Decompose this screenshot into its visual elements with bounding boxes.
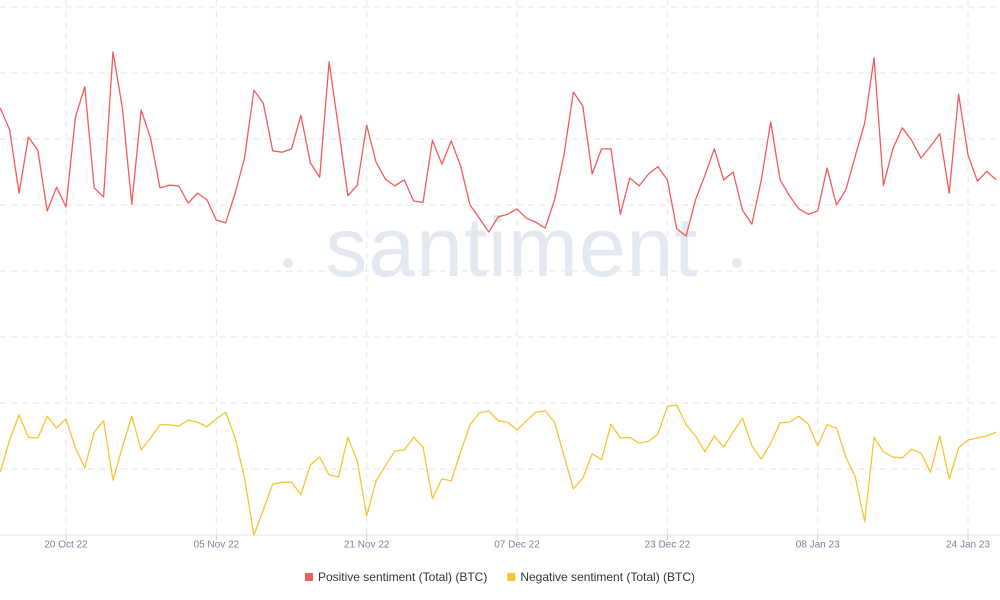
- legend-swatch: [304, 573, 313, 581]
- legend-label: Positive sentiment (Total) (BTC): [318, 570, 487, 584]
- x-tick-label: 20 Oct 22: [44, 540, 88, 551]
- watermark-text: santiment: [325, 200, 698, 294]
- x-tick-label: 21 Nov 22: [344, 540, 390, 551]
- series-line: [0, 404, 997, 536]
- x-tick-label: 24 Jan 23: [946, 540, 990, 551]
- grid: [0, 0, 1000, 536]
- x-tick-label: 08 Jan 23: [796, 540, 840, 551]
- legend-swatch: [507, 573, 516, 581]
- legend-label: Negative sentiment (Total) (BTC): [520, 570, 695, 584]
- watermark: santiment: [283, 200, 742, 294]
- x-tick-label: 05 Nov 22: [194, 540, 240, 551]
- x-tick-label: 23 Dec 22: [645, 540, 691, 551]
- series-line: [0, 51, 997, 237]
- watermark-dot: [283, 258, 293, 268]
- watermark-dot: [732, 258, 742, 268]
- x-tick-label: 07 Dec 22: [494, 540, 540, 551]
- legend: Positive sentiment (Total) (BTC) Negative…: [304, 570, 695, 584]
